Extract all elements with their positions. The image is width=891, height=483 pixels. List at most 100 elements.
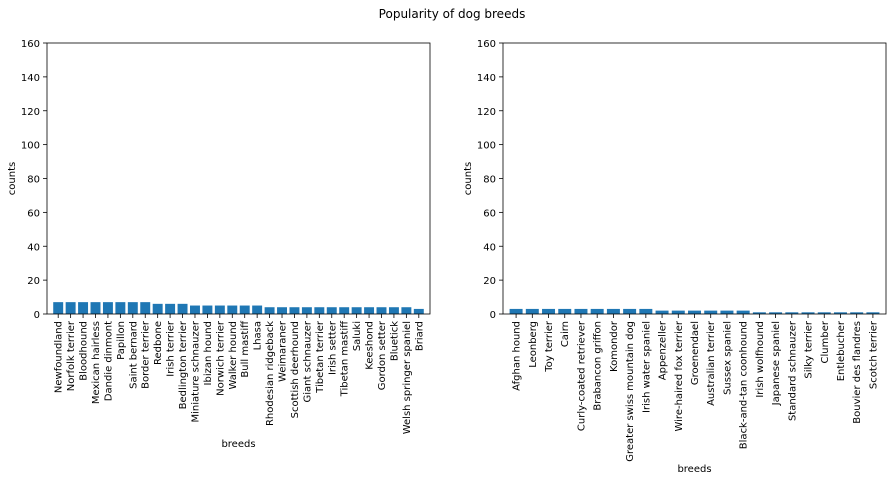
chart-1-category-label: Bull mastiff	[240, 320, 251, 378]
chart-1-bar	[190, 305, 200, 314]
chart-2-ytick-label: 80	[483, 175, 496, 186]
chart-2-ytick-label: 140	[477, 73, 496, 84]
chart-1-bar	[289, 307, 300, 314]
chart-1-category-label: Dandie dinmont	[103, 321, 114, 401]
chart-1-category-label: Giant schnauzer	[302, 320, 313, 402]
chart-1-category-label: Newfoundland	[54, 321, 65, 393]
chart-1-category-label: Bloodhound	[79, 321, 90, 381]
chart-1-category-label: Bedlington terrier	[178, 320, 189, 409]
chart-1-bar	[90, 302, 101, 314]
chart-2-bar	[850, 312, 864, 314]
chart-2-bar	[866, 312, 880, 314]
chart-2-category-label: Scotch terrier	[868, 320, 879, 389]
chart-2-bar	[704, 310, 718, 314]
chart-1-ytick-label: 160	[21, 39, 40, 50]
chart-2-bar	[509, 308, 523, 314]
chart-2: 0 20 40 60 80 100 120 140 160 Afghan hound Leonber…	[463, 39, 887, 475]
chart-2-category-label: Komondor	[609, 320, 620, 372]
chart-1-bar	[102, 302, 113, 314]
chart-1-category-label: Redbone	[153, 321, 164, 365]
chart-1-category-label: Briard	[414, 321, 425, 351]
chart-1-category-label: Welsh springer spaniel	[402, 321, 413, 434]
chart-2-category-label: Appenzeller	[658, 320, 669, 380]
chart-2-category-label: Standard schnauzer	[787, 320, 798, 421]
chart-2-bar	[817, 312, 831, 314]
chart-1-bar	[314, 307, 325, 314]
chart-1-ytick-label: 40	[27, 242, 40, 253]
chart-1-ytick-label: 60	[27, 208, 40, 219]
chart-1-bar	[277, 307, 287, 314]
chart-1-bar	[339, 307, 350, 314]
chart-1-category-label: Lhasa	[253, 321, 264, 350]
chart-2-category-label: Irish wolfhound	[755, 321, 766, 398]
chart-1-bar	[152, 303, 163, 314]
chart-1-category-label: Ibizan hound	[203, 321, 214, 385]
chart-1: 0 20 40 60 80 100 120 140 160 Newfoundland Norfolk…	[7, 39, 431, 450]
chart-1-bar	[214, 305, 225, 314]
chart-2-bar	[655, 310, 669, 314]
chart-2-category-label: Greater swiss mountain dog	[625, 321, 636, 462]
chart-1-bar	[127, 302, 138, 314]
chart-2-ytick-label: 100	[477, 141, 496, 152]
chart-2-category-label: Silky terrier	[804, 320, 815, 378]
chart-1-ylabel: counts	[7, 162, 18, 195]
chart-1-bar	[165, 303, 176, 314]
chart-2-bar	[590, 308, 604, 314]
chart-2-bar	[671, 310, 685, 314]
chart-2-category-label: Toy terrier	[544, 320, 555, 373]
chart-1-category-label: Saint bernard	[128, 321, 139, 389]
chart-2-category-label: Brabancon griffon	[593, 321, 604, 411]
chart-2-category-label: Japanese spaniel	[771, 321, 782, 406]
chart-1-bar	[65, 302, 76, 314]
chart-2-category-label: Bouvier des flandres	[852, 321, 863, 424]
chart-2-category-label: Sussex spaniel	[722, 321, 733, 395]
chart-2-bar	[525, 308, 539, 314]
chart-2-bar	[736, 310, 750, 314]
chart-1-category-label: Mexican hairless	[91, 321, 102, 404]
chart-1-bar	[202, 305, 213, 314]
chart-2-ytick-label: 40	[483, 242, 496, 253]
chart-2-ytick-label: 0	[490, 310, 496, 321]
chart-2-ytick-label: 160	[477, 39, 496, 50]
chart-1-bar	[364, 307, 375, 314]
chart-1-xlabel: breeds	[221, 439, 255, 450]
chart-2-ytick-label: 120	[477, 107, 496, 118]
chart-1-bar	[252, 305, 263, 314]
chart-1-ytick-label: 100	[21, 141, 40, 152]
chart-2-ylabel: counts	[463, 162, 474, 195]
chart-1-bar	[53, 302, 64, 314]
chart-1-bar	[326, 307, 337, 314]
chart-2-bar	[833, 312, 847, 314]
chart-1-bar	[376, 307, 387, 314]
chart-1-category-label: Irish terrier	[166, 320, 177, 377]
chart-2-bar	[574, 308, 588, 314]
chart-2-category-label: Irish water spaniel	[641, 321, 652, 413]
chart-1-category-label: Irish setter	[327, 320, 338, 375]
chart-1-bar	[78, 302, 89, 314]
chart-1-category-label: Weimaraner	[278, 320, 289, 382]
chart-2-bar	[752, 312, 766, 314]
chart-2-bar	[639, 308, 653, 314]
chart-1-category-label: Rhodesian ridgeback	[265, 321, 276, 426]
chart-2-bar	[769, 312, 783, 314]
chart-1-bar	[401, 307, 412, 314]
chart-1-ytick-label: 140	[21, 73, 40, 84]
chart-1-category-label: Tibetan terrier	[315, 320, 326, 394]
chart-1-category-label: Miniature schnauzer	[190, 320, 201, 422]
chart-2-bar	[801, 312, 815, 314]
chart-1-bar	[227, 305, 238, 314]
chart-1-ytick-label: 120	[21, 107, 40, 118]
figure-title: Popularity of dog breeds	[379, 7, 526, 21]
chart-2-category-label: Clumber	[820, 320, 831, 363]
chart-2-category-label: Black-and-tan coonhound	[739, 321, 750, 449]
chart-1-category-label: Scottish deerhound	[290, 321, 301, 418]
chart-2-bar	[688, 310, 701, 314]
chart-1-bar	[301, 307, 312, 314]
chart-1-bar	[264, 307, 275, 314]
chart-2-category-label: Leonberg	[528, 321, 539, 368]
chart-1-category-label: Border terrier	[141, 320, 152, 389]
chart-1-bar	[115, 302, 126, 314]
chart-1-category-label: Keeshond	[365, 321, 376, 370]
chart-2-category-label: Curly-coated retriever	[576, 320, 587, 431]
